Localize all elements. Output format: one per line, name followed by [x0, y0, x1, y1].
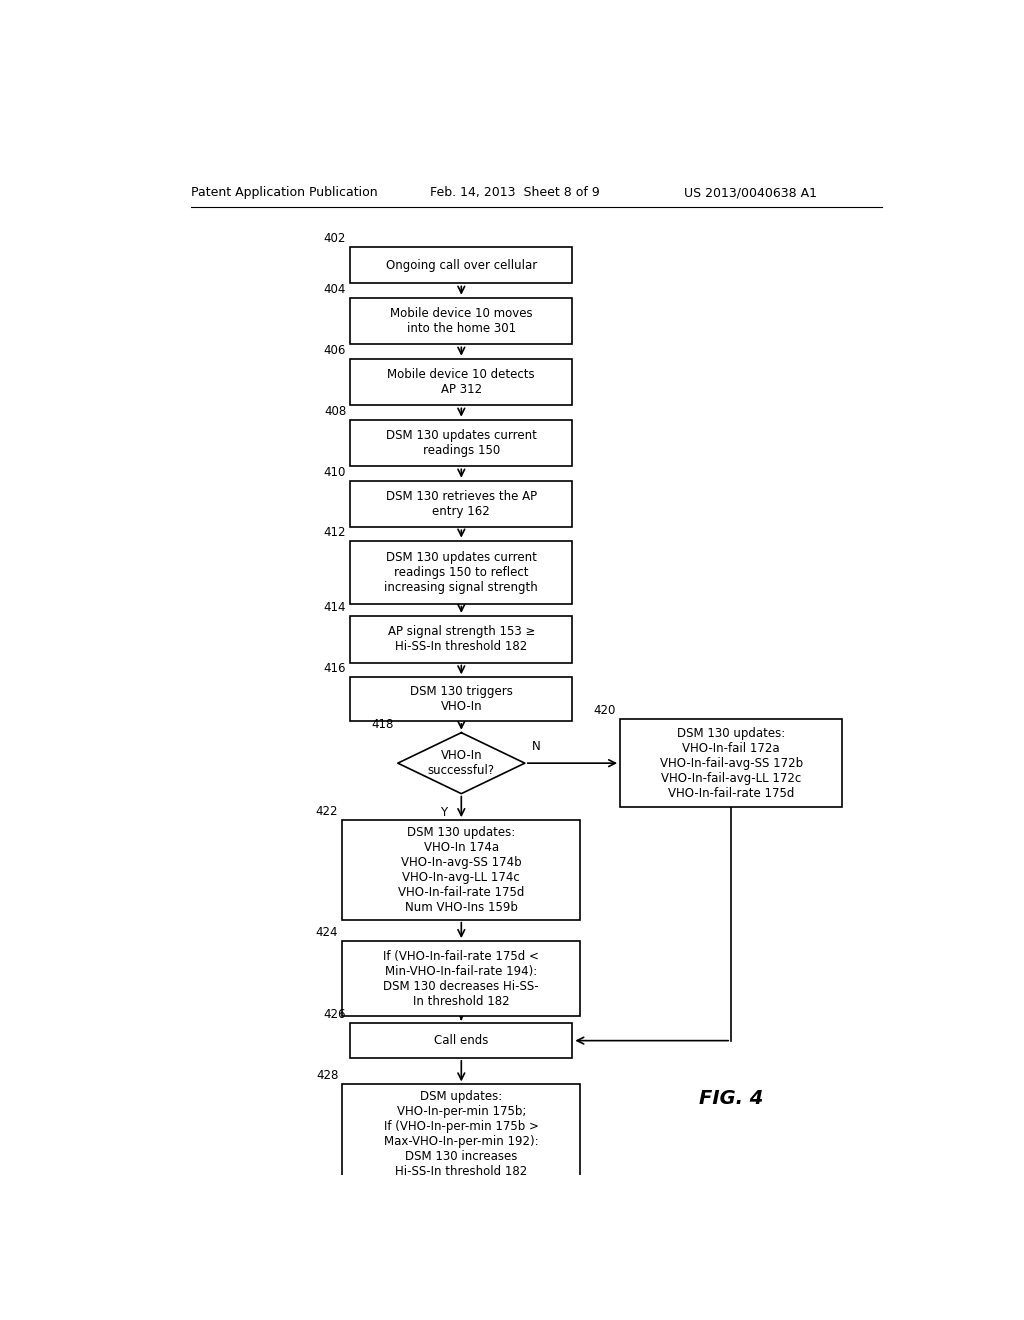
Bar: [350, 480, 572, 528]
Bar: [350, 615, 572, 663]
Text: Y: Y: [440, 805, 447, 818]
Bar: [350, 1023, 572, 1057]
Text: 404: 404: [324, 282, 346, 296]
Text: DSM 130 updates current
readings 150: DSM 130 updates current readings 150: [386, 429, 537, 457]
Text: Mobile device 10 detects
AP 312: Mobile device 10 detects AP 312: [387, 368, 536, 396]
Text: AP signal strength 153 ≥
Hi-SS-In threshold 182: AP signal strength 153 ≥ Hi-SS-In thresh…: [388, 626, 535, 653]
Text: DSM 130 updates:
VHO-In-fail 172a
VHO-In-fail-avg-SS 172b
VHO-In-fail-avg-LL 172: DSM 130 updates: VHO-In-fail 172a VHO-In…: [659, 726, 803, 800]
Bar: [342, 820, 581, 920]
Text: 408: 408: [324, 405, 346, 417]
Bar: [342, 1084, 581, 1184]
Text: DSM updates:
VHO-In-per-min 175b;
If (VHO-In-per-min 175b >
Max-VHO-In-per-min 1: DSM updates: VHO-In-per-min 175b; If (VH…: [384, 1090, 539, 1179]
Text: Call ends: Call ends: [434, 1034, 488, 1047]
Text: 428: 428: [316, 1069, 338, 1082]
Text: VHO-In
successful?: VHO-In successful?: [428, 750, 495, 777]
Bar: [350, 297, 572, 345]
Text: Mobile device 10 moves
into the home 301: Mobile device 10 moves into the home 301: [390, 308, 532, 335]
Text: FIG. 4: FIG. 4: [699, 1089, 763, 1107]
Text: 418: 418: [372, 718, 394, 731]
Bar: [342, 941, 581, 1016]
Text: DSM 130 updates:
VHO-In 174a
VHO-In-avg-SS 174b
VHO-In-avg-LL 174c
VHO-In-fail-r: DSM 130 updates: VHO-In 174a VHO-In-avg-…: [398, 826, 524, 913]
Bar: [350, 247, 572, 284]
Text: Ongoing call over cellular: Ongoing call over cellular: [386, 259, 537, 272]
Text: If (VHO-In-fail-rate 175d <
Min-VHO-In-fail-rate 194):
DSM 130 decreases Hi-SS-
: If (VHO-In-fail-rate 175d < Min-VHO-In-f…: [383, 949, 540, 1007]
Text: 406: 406: [324, 343, 346, 356]
Text: 420: 420: [594, 705, 616, 718]
Text: Feb. 14, 2013  Sheet 8 of 9: Feb. 14, 2013 Sheet 8 of 9: [430, 186, 599, 199]
Text: 416: 416: [324, 663, 346, 676]
Text: DSM 130 triggers
VHO-In: DSM 130 triggers VHO-In: [410, 685, 513, 713]
Text: DSM 130 retrieves the AP
entry 162: DSM 130 retrieves the AP entry 162: [386, 490, 537, 517]
Bar: [350, 541, 572, 603]
Text: 410: 410: [324, 466, 346, 479]
Text: 422: 422: [315, 805, 338, 818]
Text: 412: 412: [324, 525, 346, 539]
Text: N: N: [532, 741, 541, 752]
Text: Patent Application Publication: Patent Application Publication: [191, 186, 378, 199]
Text: 426: 426: [324, 1008, 346, 1022]
Text: US 2013/0040638 A1: US 2013/0040638 A1: [684, 186, 816, 199]
Text: 402: 402: [324, 232, 346, 244]
Bar: [350, 359, 572, 405]
Text: 414: 414: [324, 601, 346, 614]
Text: 424: 424: [315, 927, 338, 939]
Polygon shape: [397, 733, 524, 793]
Bar: [620, 719, 842, 807]
Text: DSM 130 updates current
readings 150 to reflect
increasing signal strength: DSM 130 updates current readings 150 to …: [384, 550, 539, 594]
Bar: [350, 677, 572, 721]
Bar: [350, 420, 572, 466]
